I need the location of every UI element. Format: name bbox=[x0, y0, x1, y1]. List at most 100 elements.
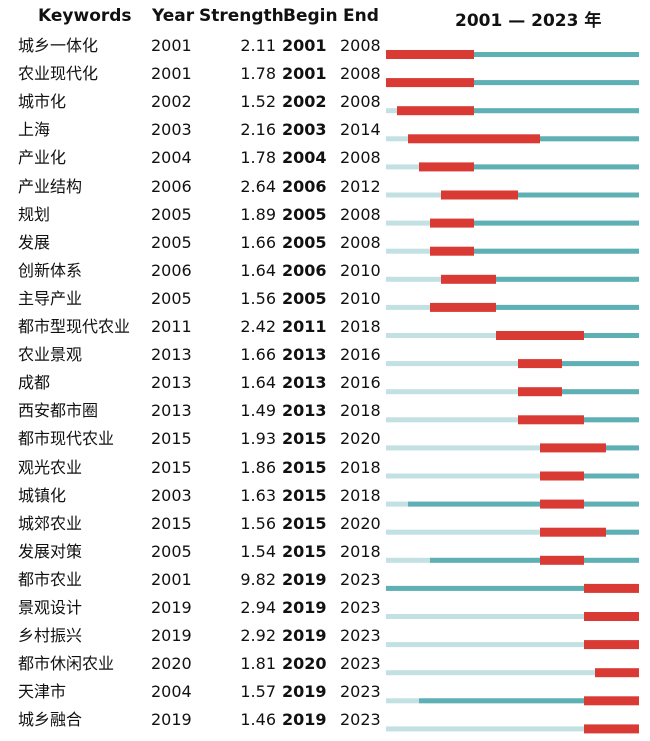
keyword-label: 都市休闲农业 bbox=[18, 654, 115, 674]
end-value: 2020 bbox=[340, 429, 381, 449]
burst-bar bbox=[595, 668, 639, 678]
strength-value: 1.46 bbox=[240, 710, 276, 730]
table-row: 规划 2005 1.89 2005 2008 bbox=[0, 202, 650, 230]
keyword-label: 乡村振兴 bbox=[18, 626, 83, 646]
burst-bar bbox=[441, 190, 518, 200]
begin-value: 2019 bbox=[282, 710, 327, 730]
table-row: 城乡一体化 2001 2.11 2001 2008 bbox=[0, 33, 650, 61]
burst-bar bbox=[408, 134, 540, 144]
end-value: 2008 bbox=[340, 204, 381, 224]
timeline-active-bar bbox=[430, 248, 639, 254]
timeline-active-bar bbox=[397, 108, 639, 114]
strength-value: 1.81 bbox=[240, 654, 276, 674]
header-year: Year bbox=[152, 6, 195, 26]
burst-bar bbox=[496, 331, 584, 340]
burst-bar bbox=[540, 443, 606, 453]
begin-value: 2011 bbox=[282, 317, 327, 336]
begin-value: 2015 bbox=[282, 429, 327, 449]
end-value: 2023 bbox=[340, 710, 381, 730]
year-value: 2013 bbox=[151, 345, 192, 365]
timeline-inactive-bar bbox=[386, 417, 639, 423]
header-end: End bbox=[343, 6, 379, 26]
end-value: 2018 bbox=[340, 541, 381, 561]
begin-value: 2015 bbox=[282, 457, 327, 477]
table-row: 产业化 2004 1.78 2004 2008 bbox=[0, 145, 650, 173]
year-value: 2005 bbox=[151, 232, 192, 252]
begin-value: 2019 bbox=[282, 626, 327, 646]
burst-bar bbox=[430, 218, 474, 228]
burst-bar bbox=[518, 387, 562, 397]
keyword-label: 产业化 bbox=[18, 148, 67, 168]
strength-value: 2.94 bbox=[240, 598, 276, 617]
table-row: 天津市 2004 1.57 2019 2023 bbox=[0, 679, 650, 707]
timeline-inactive-bar bbox=[386, 389, 639, 395]
year-value: 2015 bbox=[151, 429, 192, 449]
year-value: 2013 bbox=[151, 401, 192, 421]
year-value: 2001 bbox=[151, 64, 192, 84]
strength-value: 2.42 bbox=[240, 317, 276, 336]
year-value: 2013 bbox=[151, 373, 192, 393]
begin-value: 2013 bbox=[282, 345, 327, 365]
table-row: 都市型现代农业 2011 2.42 2011 2018 bbox=[0, 314, 650, 342]
burst-bar bbox=[584, 612, 639, 621]
strength-value: 1.57 bbox=[240, 682, 276, 702]
strength-value: 1.63 bbox=[240, 485, 276, 505]
keyword-label: 天津市 bbox=[18, 682, 67, 702]
begin-value: 2013 bbox=[282, 401, 327, 421]
table-row: 农业景观 2013 1.66 2013 2016 bbox=[0, 342, 650, 370]
begin-value: 2005 bbox=[282, 204, 327, 224]
year-value: 2004 bbox=[151, 682, 192, 702]
timeline-active-bar bbox=[430, 557, 639, 563]
end-value: 2023 bbox=[340, 598, 381, 617]
timeline-active-bar bbox=[441, 276, 639, 282]
end-value: 2023 bbox=[340, 626, 381, 646]
end-value: 2018 bbox=[340, 317, 381, 336]
begin-value: 2020 bbox=[282, 654, 327, 674]
table-row: 成都 2013 1.64 2013 2016 bbox=[0, 370, 650, 398]
table-row: 观光农业 2015 1.86 2015 2018 bbox=[0, 455, 650, 483]
strength-value: 1.49 bbox=[240, 401, 276, 421]
strength-value: 2.11 bbox=[240, 36, 276, 55]
begin-value: 2006 bbox=[282, 176, 327, 196]
year-value: 2001 bbox=[151, 36, 192, 55]
year-value: 2005 bbox=[151, 204, 192, 224]
end-value: 2010 bbox=[340, 260, 381, 280]
year-value: 2005 bbox=[151, 541, 192, 561]
keyword-label: 主导产业 bbox=[18, 288, 83, 308]
year-value: 2011 bbox=[151, 317, 192, 336]
keyword-label: 都市农业 bbox=[18, 569, 83, 589]
burst-bar bbox=[386, 78, 474, 88]
timeline-active-bar bbox=[430, 304, 639, 310]
timeline-inactive-bar bbox=[386, 529, 639, 535]
burst-bar bbox=[430, 302, 496, 312]
burst-bar bbox=[584, 696, 639, 706]
burst-bar bbox=[518, 415, 584, 425]
table-row: 上海 2003 2.16 2003 2014 bbox=[0, 117, 650, 145]
keyword-label: 城市化 bbox=[18, 92, 67, 112]
end-value: 2018 bbox=[340, 457, 381, 477]
burst-bar bbox=[584, 640, 639, 650]
begin-value: 2005 bbox=[282, 288, 327, 308]
keyword-label: 成都 bbox=[18, 373, 51, 393]
year-value: 2015 bbox=[151, 513, 192, 533]
keyword-label: 西安都市圈 bbox=[18, 401, 99, 421]
table-row: 城乡融合 2019 1.46 2019 2023 bbox=[0, 707, 650, 735]
begin-value: 2019 bbox=[282, 569, 327, 589]
end-value: 2016 bbox=[340, 345, 381, 365]
timeline-inactive-bar bbox=[386, 473, 639, 479]
keyword-label: 城镇化 bbox=[18, 485, 67, 505]
year-value: 2003 bbox=[151, 120, 192, 140]
year-value: 2015 bbox=[151, 457, 192, 477]
year-value: 2001 bbox=[151, 569, 192, 589]
table-row: 创新体系 2006 1.64 2006 2010 bbox=[0, 258, 650, 286]
header-strength: Strength bbox=[199, 6, 284, 26]
year-value: 2019 bbox=[151, 598, 192, 617]
year-value: 2003 bbox=[151, 485, 192, 505]
begin-value: 2015 bbox=[282, 513, 327, 533]
timeline-active-bar bbox=[408, 501, 639, 507]
begin-value: 2002 bbox=[282, 92, 327, 112]
year-value: 2019 bbox=[151, 710, 192, 730]
timeline-inactive-bar bbox=[386, 670, 639, 676]
year-value: 2005 bbox=[151, 288, 192, 308]
table-row: 主导产业 2005 1.56 2005 2010 bbox=[0, 286, 650, 314]
